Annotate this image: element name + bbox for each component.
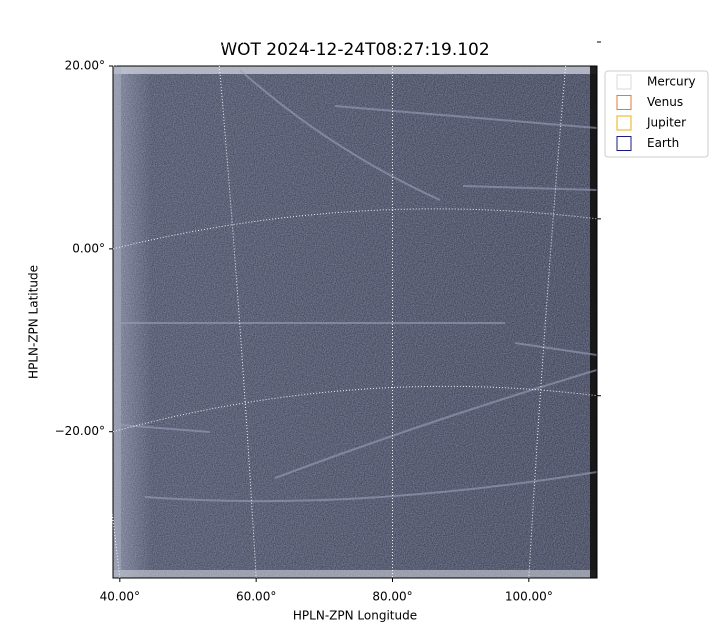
- x-tick-label: 100.00°: [505, 590, 553, 604]
- y-axis-label: HPLN-ZPN Latitude: [27, 265, 41, 379]
- grid-line: [45, 65, 121, 579]
- chart-title: WOT 2024-12-24T08:27:19.102: [220, 40, 489, 60]
- x-tick-label: 60.00°: [236, 590, 276, 604]
- y-tick-label: 20.00°: [65, 59, 105, 73]
- image: [113, 66, 597, 578]
- grid-line: [112, 208, 598, 250]
- legend-swatch: [616, 136, 632, 151]
- x-axis-label: HPLN-ZPN Longitude: [293, 609, 417, 623]
- legend-label: Jupiter: [646, 116, 686, 130]
- legend-swatch: [616, 115, 632, 131]
- x-tick-label: 80.00°: [372, 590, 412, 604]
- legend-label: Venus: [647, 95, 683, 109]
- legend-label: Mercury: [647, 75, 696, 89]
- legend: [604, 70, 709, 158]
- legend-swatch: [616, 74, 632, 90]
- grid-line: [112, 30, 598, 67]
- legend-label: Earth: [647, 136, 679, 150]
- axes-frame: [112, 65, 598, 579]
- legend-swatch: [616, 95, 632, 110]
- y-tick-label: 0.00°: [72, 241, 105, 255]
- x-tick-label: 40.00°: [100, 590, 140, 604]
- y-tick-label: −20.00°: [55, 424, 105, 438]
